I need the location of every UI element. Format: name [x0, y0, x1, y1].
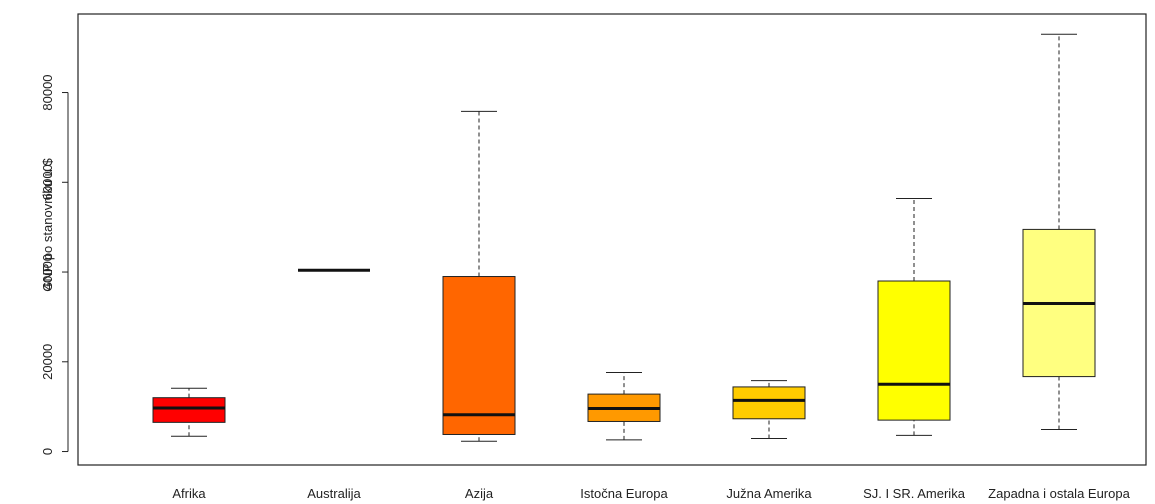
y-tick-label: 60000: [40, 164, 55, 200]
box-7: [1022, 33, 1096, 431]
box-6: [877, 197, 951, 436]
iqr-box: [442, 276, 516, 435]
iqr-box: [732, 386, 806, 420]
box-3: [442, 110, 516, 442]
y-axis-label: GNP po stanovniku u $: [40, 158, 55, 292]
x-category-label: Azija: [465, 486, 494, 501]
box-1: [152, 387, 226, 437]
x-category-label: Istočna Europa: [580, 486, 668, 501]
x-category-label: SJ. I SR. Amerika: [863, 486, 966, 501]
x-category-label: Južna Amerika: [726, 486, 812, 501]
y-tick-label: 0: [40, 448, 55, 455]
iqr-box: [877, 280, 951, 421]
box-4: [587, 372, 661, 441]
y-axis: 0 20000 40000 60000 80000: [40, 74, 69, 455]
x-category-label: Afrika: [172, 486, 206, 501]
plot-frame: [77, 13, 1147, 466]
iqr-box: [152, 397, 226, 423]
box-5: [732, 380, 806, 440]
x-axis-labels: Afrika Australija Azija Istočna Europa Južna…: [172, 486, 1130, 501]
x-category-label: Australija: [307, 486, 361, 501]
y-tick-label: 40000: [40, 254, 55, 290]
y-tick-label: 20000: [40, 344, 55, 380]
x-category-label: Zapadna i ostala Europa: [988, 486, 1130, 501]
box-series: [152, 33, 1096, 442]
y-tick-label: 80000: [40, 74, 55, 110]
